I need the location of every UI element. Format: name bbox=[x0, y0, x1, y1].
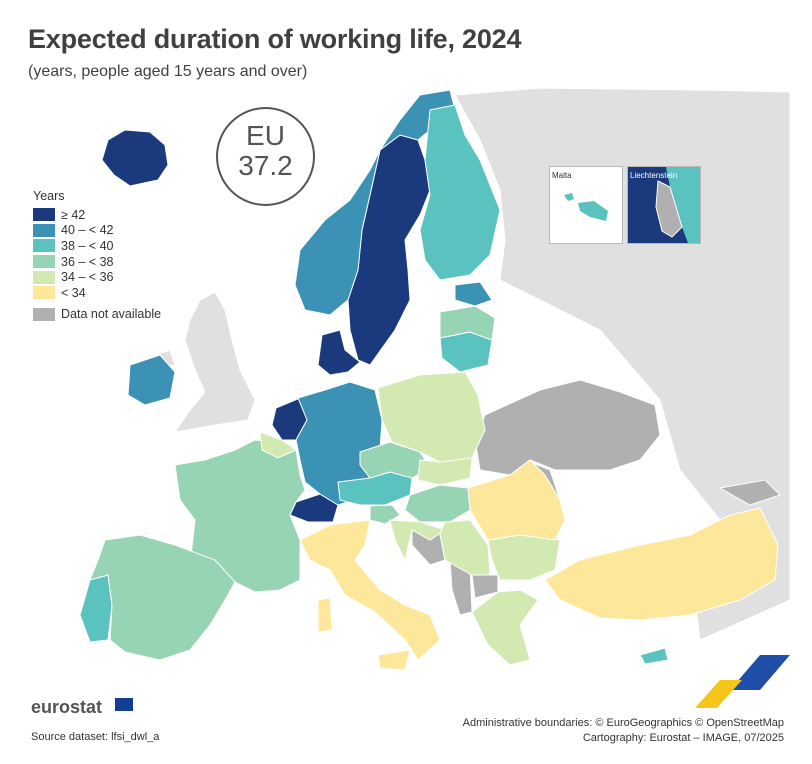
class-36-38 bbox=[89, 305, 496, 661]
country-hungary bbox=[404, 484, 471, 523]
inset-label: Liechtenstein bbox=[630, 171, 678, 180]
legend-item: < 34 bbox=[33, 285, 161, 301]
credits: Administrative boundaries: © EuroGeograp… bbox=[463, 716, 784, 746]
legend-item: ≥ 42 bbox=[33, 207, 161, 223]
country-serbia bbox=[439, 519, 491, 576]
country-lithuania bbox=[439, 331, 493, 373]
eu-flag-icon bbox=[115, 698, 133, 711]
class-40-42 bbox=[127, 89, 493, 506]
legend-swatch bbox=[33, 208, 55, 222]
inset-malta: Malta bbox=[549, 166, 623, 244]
country-iceland bbox=[101, 129, 169, 187]
class-lt-34 bbox=[299, 459, 779, 671]
country-georgia bbox=[718, 479, 781, 506]
legend-swatch bbox=[33, 255, 55, 269]
eu-average-badge: EU 37.2 bbox=[216, 107, 315, 206]
legend-label: ≥ 42 bbox=[61, 207, 86, 222]
legend-label: 38 – < 40 bbox=[61, 238, 114, 253]
legend-label: 36 – < 38 bbox=[61, 254, 114, 269]
country-sicily bbox=[377, 649, 411, 671]
legend-item: 36 – < 38 bbox=[33, 254, 161, 270]
country-ukraine bbox=[474, 379, 661, 476]
country-denmark bbox=[317, 329, 361, 376]
inset-liechtenstein: Liechtenstein bbox=[627, 166, 701, 244]
map-title: Expected duration of working life, 2024 bbox=[28, 24, 522, 54]
country-cyprus bbox=[639, 647, 669, 665]
legend-swatch bbox=[33, 286, 55, 300]
country-bulgaria bbox=[487, 534, 561, 581]
country-turkey bbox=[544, 507, 779, 621]
country-romania bbox=[467, 459, 566, 541]
map-subtitle: (years, people aged 15 years and over) bbox=[28, 63, 308, 80]
liechtenstein-shape bbox=[655, 167, 700, 243]
country-slovakia bbox=[417, 457, 473, 486]
legend-item: 40 – < 42 bbox=[33, 223, 161, 239]
malta-shape bbox=[564, 193, 608, 221]
country-sardinia bbox=[317, 597, 333, 633]
country-spain bbox=[89, 534, 236, 661]
eu-value: 37.2 bbox=[238, 150, 293, 181]
legend-title: Years bbox=[33, 189, 65, 203]
eu-label: EU bbox=[246, 120, 285, 151]
legend-label: 40 – < 42 bbox=[61, 223, 114, 238]
country-ireland bbox=[127, 354, 176, 406]
country-italy bbox=[299, 519, 441, 661]
country-estonia bbox=[454, 281, 493, 307]
legend-swatch bbox=[33, 239, 55, 253]
legend-item: 34 – < 36 bbox=[33, 269, 161, 285]
legend-item: 38 – < 40 bbox=[33, 238, 161, 254]
country-belgium bbox=[259, 431, 298, 459]
country-uk bbox=[173, 291, 256, 433]
legend-swatch bbox=[33, 223, 55, 237]
legend-label: < 34 bbox=[61, 285, 86, 300]
country-portugal bbox=[79, 574, 113, 643]
country-latvia bbox=[439, 305, 496, 341]
credits-boundaries: Administrative boundaries: © EuroGeograp… bbox=[462, 717, 784, 729]
country-norway bbox=[294, 89, 456, 316]
source-dataset: Source dataset: lfsi_dwl_a bbox=[31, 731, 160, 743]
country-slovenia bbox=[369, 504, 401, 525]
class-ge-42 bbox=[101, 129, 431, 523]
country-finland bbox=[419, 104, 501, 281]
legend-swatch bbox=[33, 270, 55, 284]
country-greece bbox=[471, 589, 539, 666]
eurostat-logo: eurostat bbox=[31, 697, 103, 717]
inset-label: Malta bbox=[552, 171, 572, 180]
legend-label: Data not available bbox=[61, 307, 162, 322]
credits-cartography: Cartography: Eurostat – IMAGE, 07/2025 bbox=[582, 732, 784, 744]
class-34-36 bbox=[259, 371, 561, 666]
legend: Years ≥ 42 40 – < 42 38 – < 40 36 – < 38… bbox=[33, 189, 161, 322]
country-russia-east bbox=[454, 87, 791, 641]
legend-item-na: Data not available bbox=[33, 307, 161, 323]
eurostat-corner-mark bbox=[695, 655, 790, 708]
legend-swatch bbox=[33, 307, 55, 321]
legend-label: 34 – < 36 bbox=[61, 270, 114, 285]
country-croatia bbox=[389, 519, 447, 562]
